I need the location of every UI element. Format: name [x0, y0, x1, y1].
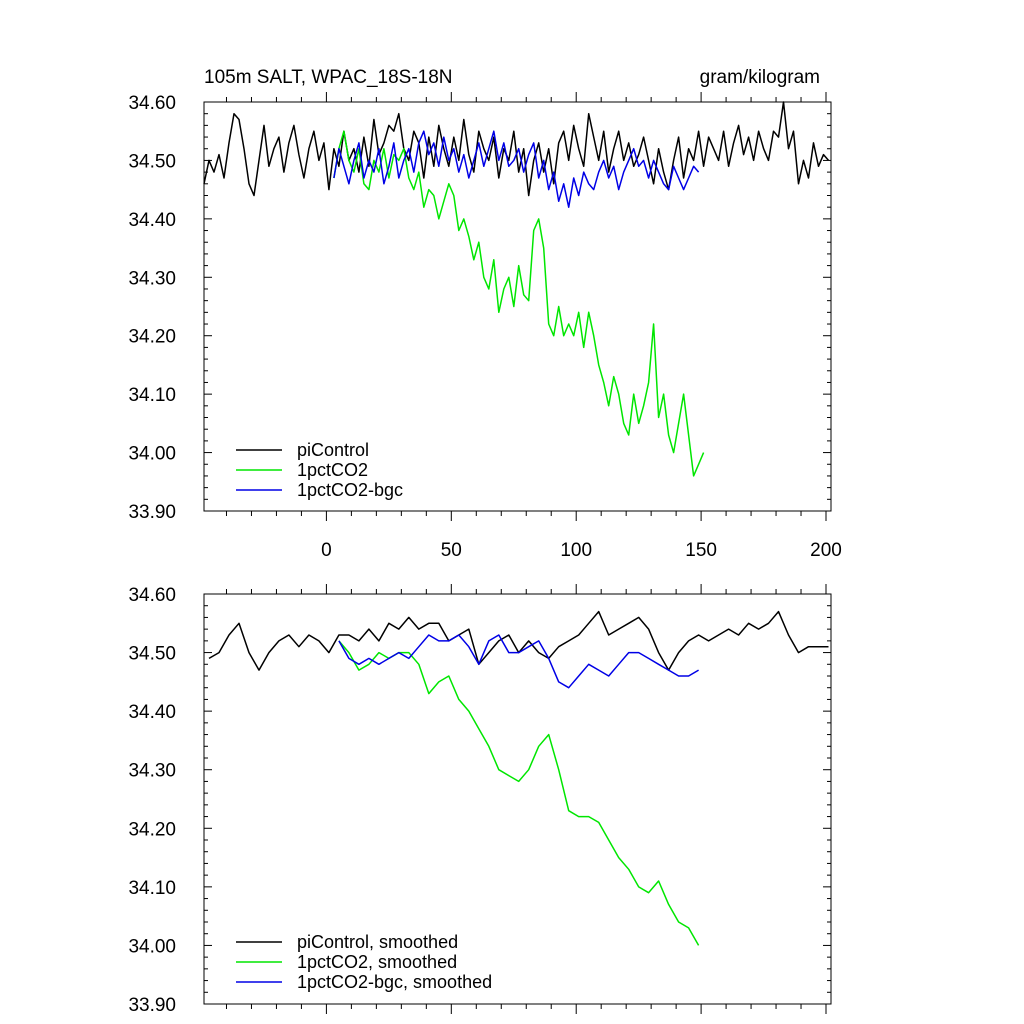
y-tick-label: 34.00 [128, 444, 176, 465]
x-tick-label: 100 [560, 540, 592, 561]
y-tick-label: 34.40 [128, 210, 176, 231]
top-panel-units: gram/kilogram [700, 67, 820, 88]
y-tick-label: 34.10 [128, 878, 176, 899]
legend-label: 1pctCO2, smoothed [297, 952, 457, 972]
y-tick-label: 33.90 [128, 995, 176, 1016]
y-tick-label: 34.20 [128, 819, 176, 840]
y-tick-label: 34.10 [128, 385, 176, 406]
y-tick-label: 33.90 [128, 502, 176, 523]
series-line-0 [203, 101, 830, 197]
y-tick-label: 34.30 [128, 268, 176, 289]
series-line-0 [208, 610, 829, 671]
y-tick-label: 34.40 [128, 702, 176, 723]
top-panel-frame [203, 101, 832, 512]
top-panel-ticks: 34.60 34.50 34.40 34.30 34.20 34.10 34.00 33.90… [128, 92, 842, 561]
y-tick-label: 34.60 [128, 93, 176, 114]
x-tick-label: 50 [441, 540, 462, 561]
series-line-2 [333, 130, 700, 208]
y-tick-label: 34.20 [128, 327, 176, 348]
series-line-1 [338, 640, 700, 946]
x-tick-label: 150 [685, 540, 717, 561]
bottom-panel-ticks: 34.60 34.50 34.40 34.30 34.20 34.10 34.00 33.90 [128, 584, 831, 1016]
series-line-2 [338, 634, 699, 689]
top-panel-title: 105m SALT, WPAC_18S-18N [204, 67, 453, 88]
legend-label: piControl, smoothed [297, 932, 458, 952]
y-tick-label: 34.50 [128, 151, 176, 172]
legend-label: 1pctCO2-bgc, smoothed [297, 972, 492, 992]
x-tick-label: 200 [810, 540, 842, 561]
y-tick-label: 34.00 [128, 936, 176, 957]
bottom-panel: 34.60 34.50 34.40 34.30 34.20 34.10 34.00 33.90… [128, 584, 832, 1016]
legend-label: piControl [297, 440, 369, 460]
bottom-panel-frame [203, 593, 832, 1005]
bottom-panel-lines [208, 610, 829, 946]
top-panel-lines [203, 101, 830, 477]
y-tick-label: 34.50 [128, 644, 176, 665]
y-tick-label: 34.60 [128, 585, 176, 606]
x-tick-label: 0 [321, 540, 332, 561]
y-tick-label: 34.30 [128, 761, 176, 782]
legend-label: 1pctCO2 [297, 460, 368, 480]
series-line-1 [333, 130, 705, 477]
legend-label: 1pctCO2-bgc [297, 480, 403, 500]
top-panel: 105m SALT, WPAC_18S-18N gram/kilogram 34… [128, 67, 841, 561]
